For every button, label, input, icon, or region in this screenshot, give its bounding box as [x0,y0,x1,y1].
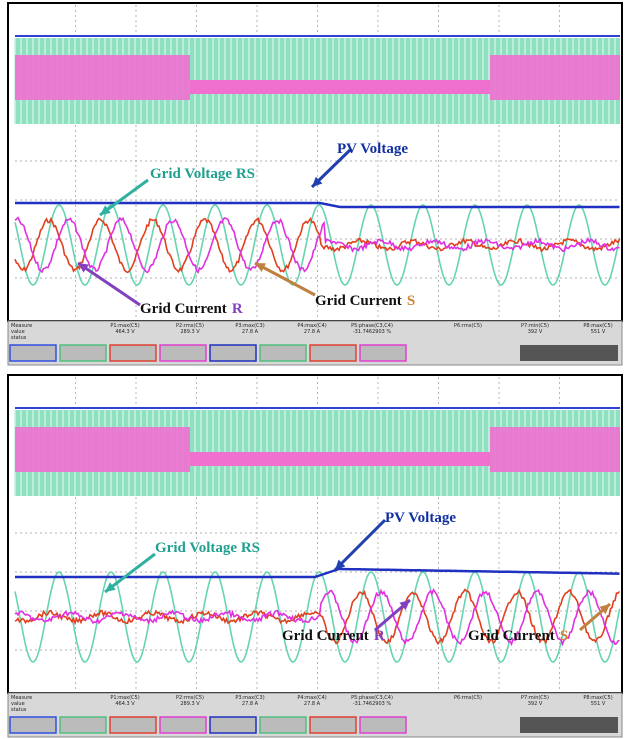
measure-value: -31.7462903 % [353,329,392,335]
annotation: Grid Current [282,628,369,644]
channel-box [60,345,106,361]
pink-band [15,427,190,472]
channel-box [310,717,356,733]
pink-band [190,452,490,466]
channel-box [10,345,56,361]
annotation: PV Voltage [385,510,456,526]
channel-box [360,345,406,361]
annotation: Grid Current [468,628,555,644]
channel-box [10,717,56,733]
measure-row-label: status [11,335,27,341]
channel-box [60,717,106,733]
annotation: Grid Current [140,301,227,317]
annotation: S [560,628,568,644]
pink-band [490,427,620,472]
measure-value: 27.8 A [242,701,259,707]
channel-box [310,345,356,361]
measure-value: 392 V [528,701,543,707]
timebase-box [520,345,618,361]
measure-param: P6:rms(C5) [454,323,482,329]
channel-box [360,717,406,733]
measure-value: 27.8 A [304,701,321,707]
measure-value: 27.8 A [242,329,259,335]
measure-value: 27.8 A [304,329,321,335]
measure-row-label: status [11,707,27,713]
pink-band [490,55,620,100]
annotation: Grid Voltage RS [150,166,255,182]
annotation: Grid Current [315,293,402,309]
annotation: Grid Voltage RS [155,540,260,556]
measure-param: P6:rms(C5) [454,695,482,701]
pink-band [15,55,190,100]
measure-value: 392 V [528,329,543,335]
channel-box [160,345,206,361]
measure-value: 464.3 V [115,701,135,707]
annotation: S [407,293,415,309]
channel-box [210,345,256,361]
measure-value: 289.3 V [180,701,200,707]
channel-box [160,717,206,733]
channel-box [260,717,306,733]
figure: PV Voltage Grid Voltage RS Grid Current R Gr… [0,0,625,739]
measure-value: 289.3 V [180,329,200,335]
measure-value: 551 V [591,329,606,335]
annotation: Grid Current S [315,293,415,309]
annotation: R [232,301,243,317]
channel-box [110,345,156,361]
annotation: PV Voltage [337,141,408,157]
measure-value: 551 V [591,701,606,707]
scope-panel: PV Voltage Grid Voltage RS Grid Current R Gr… [8,375,622,737]
annotation: R [374,628,385,644]
pink-band [190,80,490,94]
channel-box [110,717,156,733]
annotation: Grid Current S [468,628,568,644]
measure-value: -31.7462903 % [353,701,392,707]
scope-panel: PV Voltage Grid Voltage RS Grid Current R Gr… [8,3,622,365]
channel-box [210,717,256,733]
measure-value: 464.3 V [115,329,135,335]
channel-box [260,345,306,361]
timebase-box [520,717,618,733]
